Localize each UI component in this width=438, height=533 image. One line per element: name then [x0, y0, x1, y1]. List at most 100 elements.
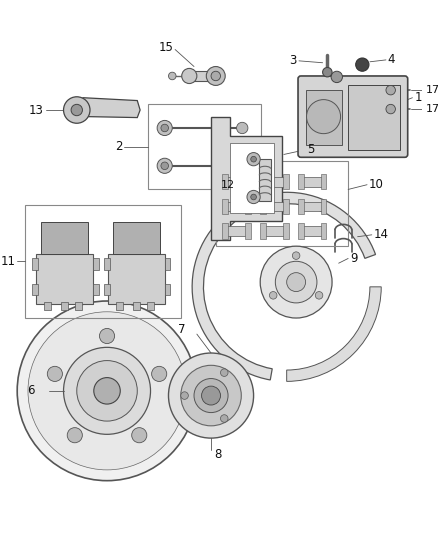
Bar: [165, 259, 170, 270]
Bar: [41, 222, 88, 254]
Bar: [113, 222, 160, 254]
Bar: [75, 302, 82, 310]
Circle shape: [287, 273, 306, 292]
Text: 5: 5: [307, 143, 315, 156]
Bar: [32, 259, 38, 270]
Circle shape: [182, 68, 197, 84]
Polygon shape: [69, 98, 140, 119]
Bar: [260, 199, 266, 214]
Bar: [348, 85, 400, 150]
Circle shape: [194, 378, 228, 413]
Circle shape: [211, 71, 220, 80]
Text: 8: 8: [214, 448, 221, 461]
Wedge shape: [192, 192, 375, 380]
Circle shape: [99, 328, 115, 344]
Bar: [36, 254, 93, 304]
Circle shape: [269, 292, 277, 299]
Text: 7: 7: [178, 323, 186, 336]
Text: 1: 1: [414, 91, 422, 104]
Bar: [321, 174, 326, 189]
Bar: [225, 227, 248, 236]
Text: 17: 17: [426, 85, 438, 95]
Bar: [263, 201, 286, 211]
Text: 14: 14: [374, 228, 389, 241]
Circle shape: [161, 124, 169, 132]
Bar: [133, 302, 140, 310]
Bar: [44, 302, 51, 310]
Text: 12: 12: [221, 180, 235, 190]
Circle shape: [247, 190, 260, 204]
Text: 3: 3: [289, 54, 296, 67]
Circle shape: [157, 158, 172, 173]
Bar: [25, 205, 181, 318]
Bar: [223, 199, 228, 214]
Circle shape: [315, 292, 323, 299]
Bar: [216, 161, 348, 246]
Circle shape: [356, 58, 369, 71]
FancyBboxPatch shape: [298, 76, 408, 157]
Circle shape: [169, 353, 254, 438]
Bar: [245, 174, 251, 189]
Bar: [260, 174, 266, 189]
Circle shape: [220, 369, 228, 376]
Bar: [116, 302, 123, 310]
Circle shape: [237, 160, 248, 172]
Bar: [104, 284, 110, 295]
Circle shape: [292, 252, 300, 260]
Bar: [283, 174, 289, 189]
Circle shape: [64, 97, 90, 123]
Bar: [245, 199, 251, 214]
Circle shape: [77, 361, 137, 421]
Circle shape: [323, 68, 332, 77]
Circle shape: [94, 377, 120, 404]
Text: 15: 15: [159, 41, 173, 54]
Bar: [225, 201, 248, 211]
Text: 9: 9: [350, 252, 357, 265]
Text: 4: 4: [388, 53, 396, 67]
Circle shape: [157, 120, 172, 135]
Circle shape: [251, 156, 256, 162]
Bar: [321, 199, 326, 214]
Bar: [147, 302, 154, 310]
Circle shape: [64, 348, 151, 434]
Circle shape: [251, 194, 256, 200]
Circle shape: [132, 427, 147, 443]
Circle shape: [331, 71, 343, 83]
Bar: [148, 104, 261, 189]
Circle shape: [237, 122, 248, 134]
Bar: [263, 227, 286, 236]
Bar: [189, 71, 216, 80]
Bar: [306, 90, 342, 145]
Circle shape: [386, 85, 396, 95]
Text: 17: 17: [426, 104, 438, 114]
Bar: [108, 254, 165, 304]
Bar: [225, 177, 248, 187]
Bar: [301, 177, 324, 187]
Wedge shape: [287, 287, 381, 382]
Polygon shape: [230, 143, 274, 213]
Bar: [283, 199, 289, 214]
Circle shape: [206, 67, 225, 85]
Text: 10: 10: [369, 178, 384, 191]
Circle shape: [181, 365, 241, 426]
Bar: [61, 302, 68, 310]
Bar: [298, 223, 304, 239]
Circle shape: [220, 415, 228, 422]
Bar: [93, 284, 99, 295]
Text: 6: 6: [27, 384, 34, 397]
Text: 11: 11: [0, 255, 15, 268]
Bar: [32, 284, 38, 295]
Bar: [165, 284, 170, 295]
Bar: [263, 177, 286, 187]
Bar: [301, 227, 324, 236]
Circle shape: [17, 301, 197, 481]
Circle shape: [28, 312, 186, 470]
Circle shape: [71, 104, 82, 116]
Bar: [223, 223, 228, 239]
Bar: [104, 259, 110, 270]
Text: 2: 2: [115, 140, 122, 154]
Circle shape: [67, 427, 82, 443]
Bar: [298, 199, 304, 214]
Circle shape: [260, 246, 332, 318]
Polygon shape: [211, 117, 282, 239]
